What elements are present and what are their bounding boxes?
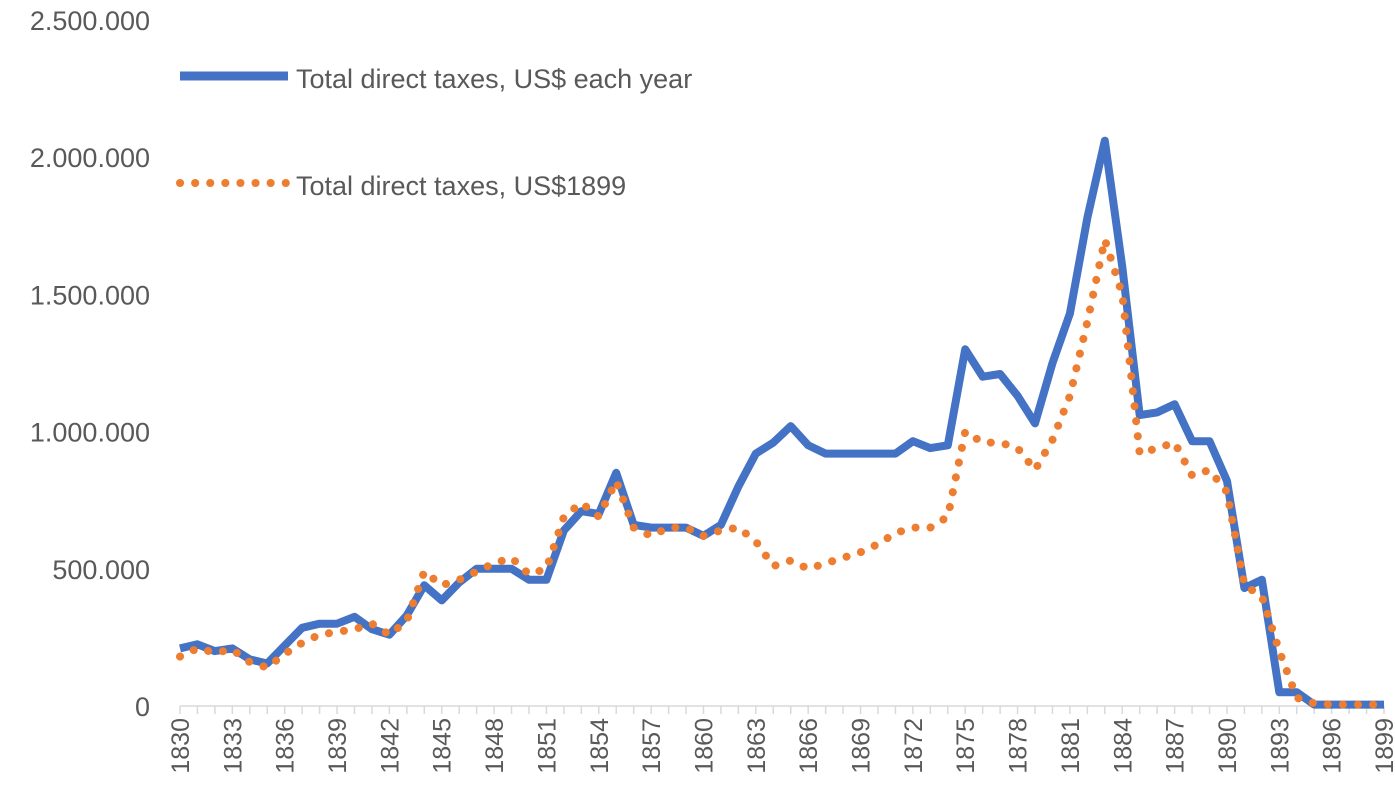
x-tick-label: 1896 [1319,718,1347,774]
y-axis: 0 500.000 1.000.000 1.500.000 2.000.000 2.500… [30,6,150,722]
y-tick-label: 2.500.000 [30,6,150,36]
x-tick-label: 1878 [1005,718,1033,774]
x-tick-label: 1869 [848,718,876,774]
legend-label-each-year: Total direct taxes, US$ each year [296,64,692,94]
x-tick-label: 1863 [743,718,771,774]
x-tick-label: 1884 [1109,718,1137,774]
x-tick-label: 1851 [533,718,561,774]
x-tick-label: 1881 [1057,718,1085,774]
x-tick-label: 1875 [952,718,980,774]
series-line-us-1899 [176,223,1388,709]
x-axis: 1830 1833 1836 1839 1842 1845 1848 1851 1854 1857… [167,705,1395,774]
x-tick-label: 1893 [1266,718,1294,774]
x-tick-label: 1839 [324,718,352,774]
x-tick-label: 1890 [1214,718,1242,774]
x-tick-label: 1899 [1371,718,1395,774]
x-tick-label: 1866 [795,718,823,774]
x-tick-label: 1830 [167,718,195,774]
y-tick-label: 500.000 [52,555,150,585]
x-tick-label: 1848 [481,718,509,774]
x-tick-label: 1860 [690,718,718,774]
x-tick-label: 1872 [900,718,928,774]
legend-label-1899: Total direct taxes, US$1899 [296,171,626,201]
y-tick-label: 2.000.000 [30,143,150,173]
legend: Total direct taxes, US$ each year Total … [176,64,692,201]
x-tick-label: 1887 [1162,718,1190,774]
x-tick-label: 1845 [429,718,457,774]
y-tick-label: 1.000.000 [30,418,150,448]
x-tick-label: 1842 [376,718,404,774]
x-tick-label: 1854 [586,718,614,774]
x-tick-label: 1836 [272,718,300,774]
series-line-each-year [179,136,1384,709]
y-tick-label: 1.500.000 [30,280,150,310]
x-tick-label: 1857 [638,718,666,774]
y-tick-label: 0 [135,692,150,722]
x-tick-label: 1833 [219,718,247,774]
series-layer [176,136,1388,709]
